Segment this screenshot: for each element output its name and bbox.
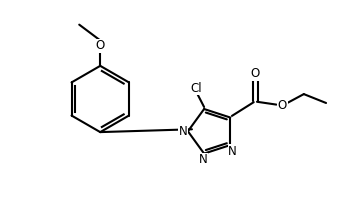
Text: N: N: [179, 125, 187, 138]
Text: N: N: [199, 153, 208, 166]
Text: O: O: [251, 67, 260, 80]
Text: O: O: [278, 99, 287, 112]
Text: N: N: [228, 145, 237, 158]
Text: O: O: [96, 39, 105, 52]
Text: Cl: Cl: [190, 81, 202, 95]
